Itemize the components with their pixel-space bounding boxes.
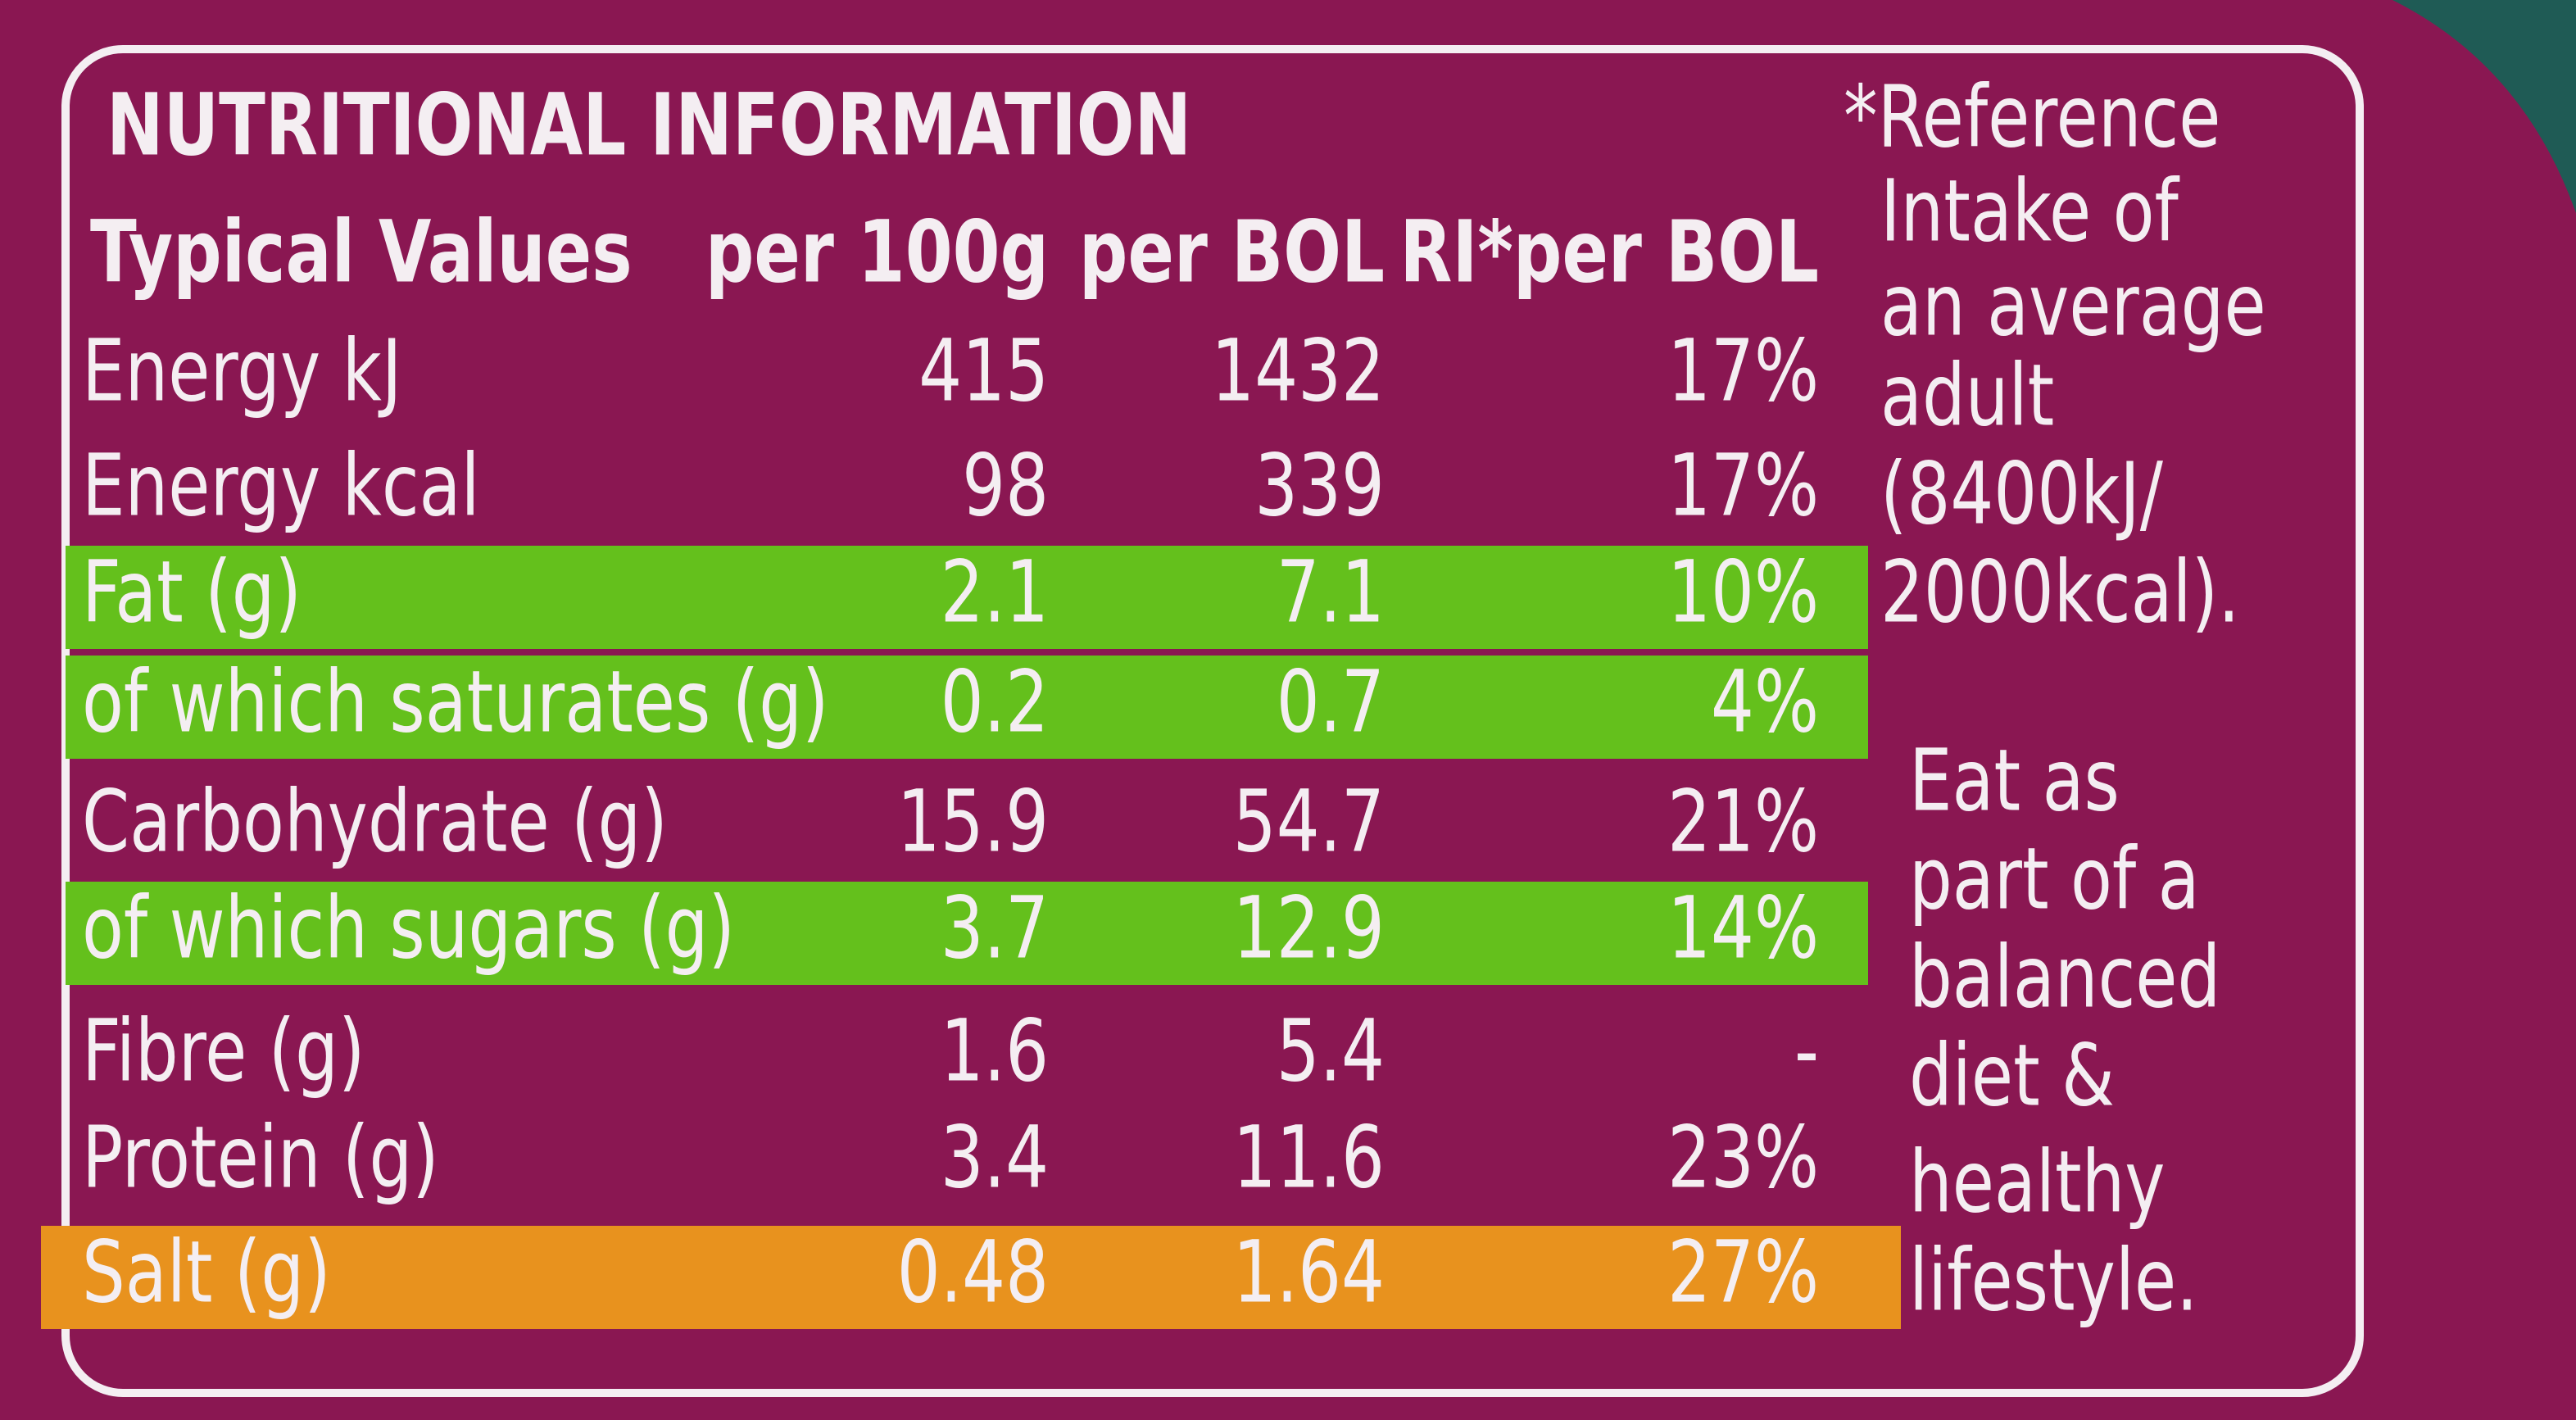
row-label: Fat (g) [82,544,302,642]
row-value: 2.1 [941,544,1049,642]
row-value: 11.6 [1233,1109,1385,1208]
row-highlight [66,882,1868,985]
row-value: 3.4 [941,1109,1049,1208]
row-value: 54.7 [1233,774,1385,872]
column-header: Typical Values [90,204,633,302]
row-value: 15.9 [897,774,1049,872]
row-value: 14% [1667,880,1819,978]
row-label: Protein (g) [82,1109,439,1208]
title: NUTRITIONAL INFORMATION [107,77,1191,175]
advice-note: part of a [1909,831,2200,929]
row-value: 17% [1667,438,1819,536]
row-label: Fibre (g) [82,1003,365,1101]
row-value: 23% [1667,1109,1819,1208]
row-value: 17% [1667,323,1819,421]
reference-note: adult [1880,347,2054,446]
reference-note: an average [1880,257,2266,356]
column-header: per 100g [705,204,1049,302]
row-value: 1432 [1211,323,1385,421]
row-value: 5.4 [1277,1003,1385,1101]
row-highlight [66,656,1868,759]
background-corner [2392,0,2576,213]
advice-note: diet & [1909,1028,2115,1126]
reference-note: 2000kcal). [1880,544,2240,642]
row-value: 1.6 [941,1003,1049,1101]
row-value: 21% [1667,774,1819,872]
reference-note: *Reference [1844,69,2220,167]
advice-note: healthy [1909,1134,2166,1232]
row-highlight [66,546,1868,649]
row-value: 4% [1711,654,1819,752]
row-label: of which saturates (g) [82,654,828,752]
column-header: RI*per BOL [1399,204,1819,302]
row-value: 0.48 [897,1224,1049,1322]
row-label: Energy kJ [82,323,401,421]
row-value: 3.7 [941,880,1049,978]
row-value: 1.64 [1233,1224,1385,1322]
row-value: 339 [1254,438,1385,536]
row-highlight [41,1226,1901,1329]
row-value: 415 [918,323,1049,421]
column-header: per BOL [1079,204,1385,302]
row-value: 98 [962,438,1049,536]
advice-note: balanced [1909,929,2220,1028]
row-value: 12.9 [1233,880,1385,978]
row-value: 0.2 [941,654,1049,752]
row-label: of which sugars (g) [82,880,735,978]
row-value: 0.7 [1277,654,1385,752]
advice-note: Eat as [1909,733,2120,831]
row-value: 10% [1667,544,1819,642]
row-value: 27% [1667,1224,1819,1322]
reference-note: (8400kJ/ [1880,446,2163,544]
row-label: Salt (g) [82,1224,331,1322]
advice-note: lifestyle. [1909,1232,2198,1331]
row-value: 7.1 [1277,544,1385,642]
row-label: Energy kcal [82,438,480,536]
reference-note: Intake of [1880,163,2179,261]
row-label: Carbohydrate (g) [82,774,668,872]
row-value: - [1794,1003,1819,1101]
